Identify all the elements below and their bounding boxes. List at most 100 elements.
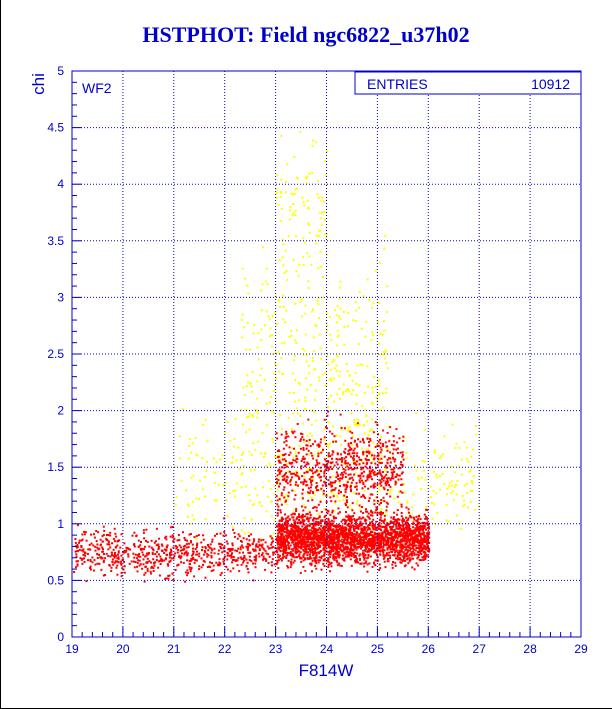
scatter-point bbox=[309, 547, 312, 550]
scatter-point bbox=[328, 378, 331, 381]
scatter-point bbox=[312, 507, 315, 509]
scatter-point bbox=[367, 532, 370, 535]
scatter-point bbox=[333, 552, 336, 555]
scatter-point bbox=[350, 484, 352, 487]
scatter-point bbox=[263, 548, 266, 551]
scatter-point bbox=[317, 528, 320, 531]
scatter-point bbox=[204, 518, 207, 521]
scatter-point bbox=[348, 449, 351, 451]
scatter-point bbox=[403, 483, 406, 486]
scatter-point bbox=[380, 508, 383, 511]
scatter-point bbox=[342, 527, 345, 530]
scatter-point bbox=[87, 548, 90, 551]
scatter-point bbox=[289, 533, 292, 535]
scatter-point bbox=[151, 548, 154, 551]
scatter-point bbox=[256, 380, 259, 383]
scatter-point bbox=[322, 448, 324, 451]
scatter-point bbox=[342, 530, 345, 532]
scatter-point bbox=[395, 539, 398, 542]
scatter-point bbox=[319, 479, 322, 482]
scatter-point bbox=[281, 519, 283, 522]
scatter-point bbox=[247, 292, 250, 295]
scatter-point bbox=[226, 554, 229, 557]
scatter-point bbox=[251, 370, 254, 373]
scatter-point bbox=[391, 452, 394, 455]
scatter-point bbox=[178, 556, 181, 558]
scatter-point bbox=[309, 538, 312, 541]
scatter-point bbox=[364, 520, 367, 522]
scatter-point bbox=[94, 545, 97, 548]
scatter-point bbox=[120, 560, 123, 563]
scatter-point bbox=[272, 551, 275, 554]
scatter-point bbox=[361, 539, 364, 541]
scatter-point bbox=[352, 455, 355, 458]
scatter-point bbox=[257, 440, 260, 443]
scatter-point bbox=[327, 469, 330, 472]
scatter-point bbox=[93, 536, 96, 539]
scatter-point bbox=[322, 534, 325, 537]
scatter-point bbox=[318, 531, 321, 534]
scatter-point bbox=[285, 430, 288, 433]
scatter-point bbox=[370, 452, 373, 455]
scatter-point bbox=[186, 559, 189, 562]
scatter-point bbox=[219, 545, 222, 548]
scatter-point bbox=[283, 474, 286, 477]
scatter-point bbox=[463, 484, 466, 487]
scatter-point bbox=[232, 556, 235, 558]
scatter-point bbox=[210, 569, 213, 572]
scatter-point bbox=[408, 525, 411, 528]
scatter-point bbox=[377, 454, 380, 457]
scatter-point bbox=[136, 557, 139, 560]
scatter-point bbox=[273, 493, 276, 496]
scatter-point bbox=[223, 517, 226, 520]
scatter-point bbox=[302, 483, 305, 486]
scatter-point bbox=[286, 537, 289, 540]
scatter-point bbox=[385, 535, 388, 538]
scatter-point bbox=[315, 506, 318, 509]
scatter-point bbox=[363, 424, 366, 427]
scatter-point bbox=[265, 267, 268, 270]
scatter-point bbox=[350, 455, 352, 458]
scatter-point bbox=[277, 479, 280, 482]
scatter-point bbox=[367, 512, 370, 515]
scatter-point bbox=[338, 479, 341, 482]
scatter-point bbox=[352, 543, 355, 546]
scatter-point bbox=[259, 452, 262, 455]
scatter-point bbox=[371, 531, 374, 534]
scatter-point bbox=[401, 465, 404, 468]
scatter-point bbox=[379, 534, 382, 537]
scatter-point bbox=[109, 531, 112, 534]
scatter-point bbox=[329, 333, 332, 336]
scatter-point bbox=[280, 535, 283, 538]
scatter-point bbox=[312, 538, 315, 541]
scatter-point bbox=[169, 556, 171, 559]
scatter-point bbox=[182, 408, 185, 411]
scatter-point bbox=[292, 203, 295, 205]
scatter-point bbox=[310, 522, 313, 525]
scatter-point bbox=[307, 487, 310, 490]
scatter-point bbox=[294, 544, 296, 547]
scatter-point bbox=[330, 377, 332, 380]
scatter-point bbox=[364, 522, 367, 525]
scatter-point bbox=[307, 538, 310, 541]
scatter-point bbox=[390, 543, 393, 546]
scatter-point bbox=[371, 537, 373, 540]
scatter-point bbox=[390, 541, 393, 544]
scatter-point bbox=[290, 428, 293, 430]
scatter-point bbox=[389, 525, 391, 528]
scatter-point bbox=[353, 424, 356, 427]
scatter-point bbox=[276, 561, 279, 564]
scatter-point bbox=[343, 427, 346, 430]
scatter-point bbox=[200, 566, 203, 569]
scatter-point bbox=[421, 548, 424, 550]
scatter-point bbox=[383, 518, 386, 521]
scatter-point bbox=[340, 520, 343, 523]
scatter-point bbox=[428, 536, 431, 539]
scatter-point bbox=[315, 542, 318, 545]
scatter-point bbox=[254, 566, 257, 569]
scatter-point bbox=[355, 503, 358, 505]
scatter-point bbox=[338, 533, 341, 535]
scatter-point bbox=[296, 457, 299, 460]
scatter-point bbox=[392, 516, 395, 519]
scatter-point bbox=[307, 453, 310, 456]
